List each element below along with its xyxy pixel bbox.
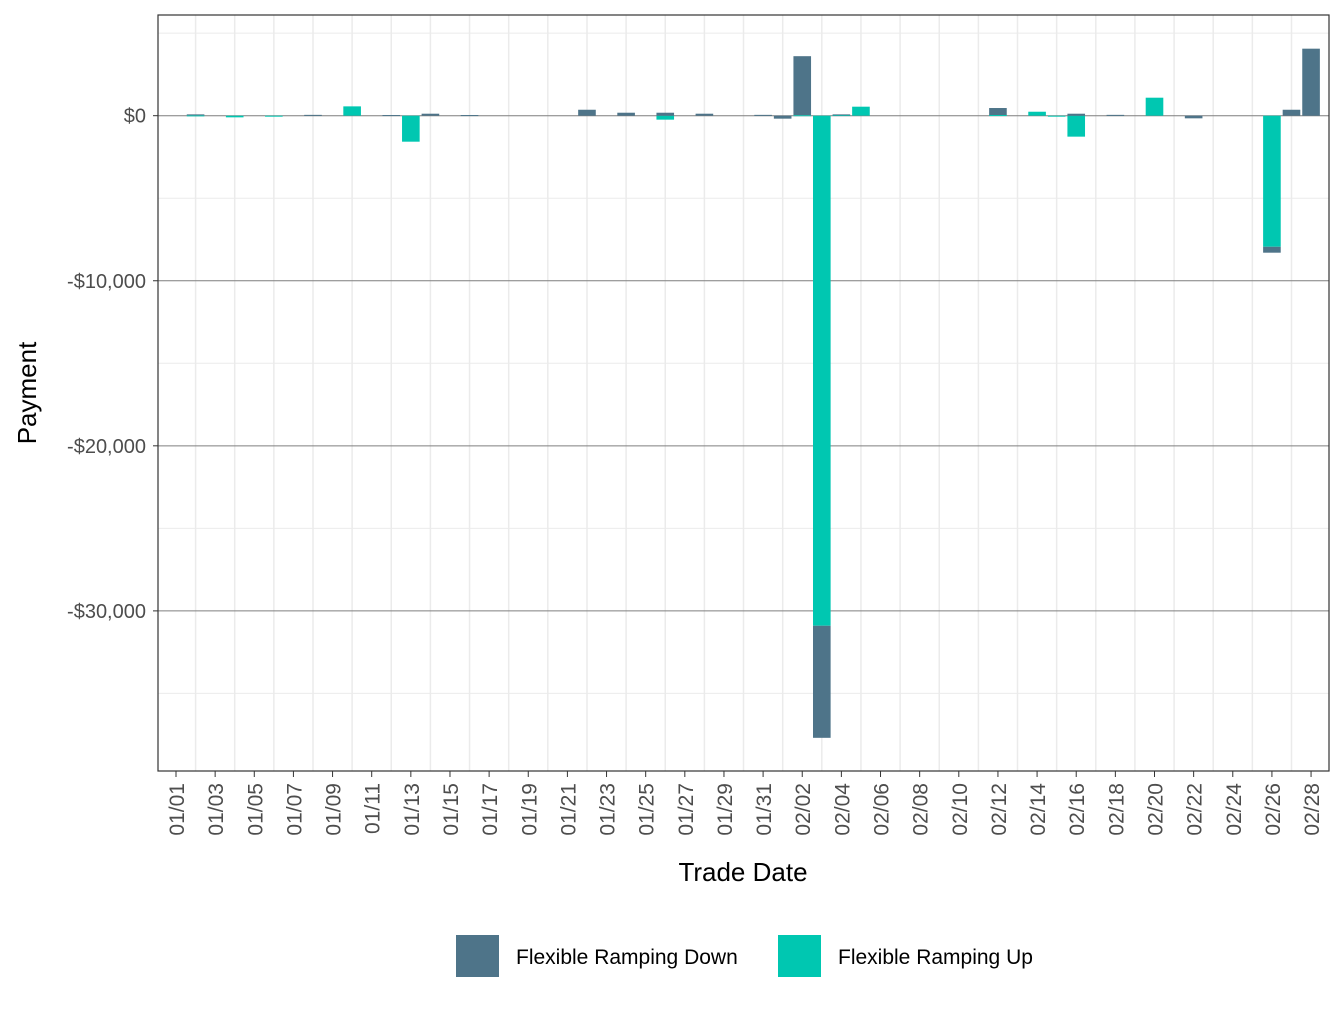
x-tick-label: 01/23	[597, 783, 620, 836]
bar-up-02-02	[793, 115, 812, 117]
x-tick-label: 02/06	[871, 783, 894, 836]
bar-up-02-12	[989, 115, 1007, 117]
x-tick-label: 01/09	[323, 783, 346, 836]
x-tick-label: 02/02	[792, 783, 815, 836]
y-tick-label: -$10,000	[67, 271, 146, 293]
bar-up-02-15	[1047, 115, 1066, 117]
bar-up-02-26	[1263, 115, 1281, 247]
plot-border	[157, 14, 1330, 772]
bar-up-02-16	[1067, 115, 1086, 137]
x-tick-label: 01/01	[166, 783, 189, 836]
bar-down-02-04	[832, 114, 851, 116]
bar-down-01-24	[617, 112, 635, 116]
bar-down-01-16	[460, 115, 479, 117]
bar-down-01-28	[695, 113, 714, 116]
bar-up-02-20	[1145, 97, 1164, 116]
bar-down-02-02	[793, 56, 812, 116]
x-tick-label: 02/08	[910, 783, 933, 836]
y-tick-label: -$30,000	[67, 601, 146, 623]
bar-down-02-27	[1282, 109, 1301, 116]
bar-down-02-03	[813, 625, 831, 738]
bar-down-01-02	[186, 114, 205, 116]
bar-up-01-13	[402, 115, 420, 142]
legend: Flexible Ramping Down Flexible Ramping U…	[456, 935, 1033, 977]
x-tick-label: 01/13	[401, 783, 424, 836]
bar-down-02-18	[1106, 114, 1125, 116]
axes: $0 -$10,000 -$20,000 -$30,000 01/01 01/03 01/0…	[67, 14, 1330, 836]
bar-down-01-12	[382, 115, 401, 117]
x-tick-label: 01/29	[714, 783, 737, 836]
x-tick-label: 01/21	[557, 783, 580, 836]
bars	[186, 48, 1320, 738]
bar-down-02-16	[1067, 113, 1086, 116]
y-tick-label: $0	[124, 106, 146, 128]
x-tick-label: 01/03	[205, 783, 228, 836]
x-tick-label: 01/31	[753, 783, 776, 836]
bar-down-02-26	[1263, 246, 1281, 253]
bar-down-02-01	[773, 115, 792, 119]
gridlines	[158, 15, 1329, 771]
x-tick-label: 01/07	[283, 783, 306, 836]
y-axis-title: Payment	[12, 341, 42, 444]
bar-up-01-26	[656, 115, 675, 120]
bar-up-02-04	[832, 115, 851, 117]
x-tick-label: 01/25	[636, 783, 659, 836]
bar-down-01-14	[421, 113, 440, 116]
bar-down-02-12	[989, 108, 1007, 116]
y-tick-label: -$20,000	[67, 436, 146, 458]
bar-down-01-22	[578, 109, 596, 116]
x-tick-label: 02/12	[988, 783, 1011, 836]
bar-up-01-10	[343, 106, 361, 116]
x-tick-label: 02/14	[1027, 783, 1050, 836]
legend-label-down: Flexible Ramping Down	[516, 946, 738, 969]
x-tick-label: 01/27	[675, 783, 698, 836]
x-tick-label: 02/28	[1301, 783, 1324, 836]
bar-down-01-26	[656, 112, 675, 116]
legend-swatch-down	[456, 935, 499, 977]
x-tick-label: 01/05	[244, 783, 267, 836]
x-tick-label: 01/11	[362, 783, 385, 834]
bar-down-01-08	[304, 114, 322, 116]
x-tick-label: 02/10	[949, 783, 972, 836]
x-axis-title: Trade Date	[678, 857, 807, 887]
legend-swatch-up	[778, 935, 821, 977]
bar-up-01-04	[225, 115, 244, 118]
x-tick-label: 01/19	[518, 783, 541, 836]
bar-up-02-03	[813, 115, 831, 626]
x-tick-label: 02/18	[1105, 783, 1128, 836]
x-tick-label: 01/15	[440, 783, 463, 836]
x-tick-label: 02/26	[1262, 783, 1285, 836]
legend-label-up: Flexible Ramping Up	[838, 946, 1033, 969]
bar-up-02-14	[1028, 111, 1046, 116]
x-tick-label: 02/04	[831, 783, 854, 836]
bar-up-01-06	[265, 115, 283, 117]
x-tick-label: 02/20	[1145, 783, 1168, 836]
x-tick-label: 02/16	[1066, 783, 1089, 836]
bar-up-02-05	[852, 106, 870, 116]
x-tick-label: 01/17	[479, 783, 502, 836]
bar-down-01-31	[754, 114, 772, 116]
bar-down-02-22	[1184, 115, 1203, 119]
x-tick-label: 02/24	[1223, 783, 1246, 836]
bar-up-01-02	[186, 115, 205, 117]
x-tick-label: 02/22	[1184, 783, 1207, 836]
bar-down-02-28	[1302, 48, 1320, 116]
